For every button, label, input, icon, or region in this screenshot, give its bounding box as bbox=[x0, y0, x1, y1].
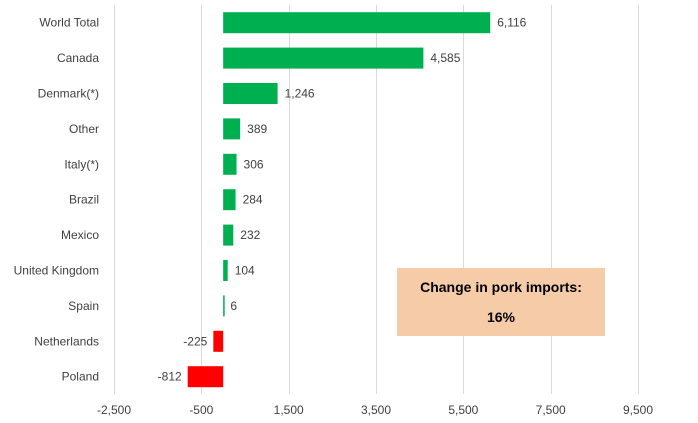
data-label: -225 bbox=[183, 334, 207, 348]
data-label: -812 bbox=[158, 370, 182, 384]
annotation-line-2: 16% bbox=[486, 309, 516, 325]
category-label: United Kingdom bbox=[14, 264, 99, 278]
bar bbox=[223, 295, 225, 317]
x-tick-label: -2,500 bbox=[97, 403, 131, 417]
x-axis-tick-labels: -2,500 -500 1,500 3,500 5,500 7,500 9,500 bbox=[97, 403, 653, 417]
data-label: 6 bbox=[230, 299, 237, 313]
bar bbox=[223, 12, 491, 34]
data-label: 284 bbox=[243, 193, 263, 207]
category-label: Spain bbox=[68, 299, 99, 313]
bar bbox=[223, 118, 241, 140]
data-label: 306 bbox=[244, 157, 264, 171]
x-tick-label: -500 bbox=[189, 403, 213, 417]
gridlines bbox=[114, 5, 639, 394]
bar bbox=[223, 47, 424, 69]
data-label: 389 bbox=[247, 122, 267, 136]
annotation-box: Change in pork imports: 16% bbox=[397, 268, 605, 336]
x-tick-label: 3,500 bbox=[361, 403, 391, 417]
category-label: Mexico bbox=[61, 228, 99, 242]
data-labels: 6,116 4,585 1,246 389 306 284 232 104 6 -225 -812 bbox=[158, 16, 527, 384]
category-label: Netherlands bbox=[34, 334, 99, 348]
data-label: 6,116 bbox=[497, 16, 526, 30]
category-label: Denmark(*) bbox=[38, 87, 99, 101]
category-label: Italy(*) bbox=[64, 157, 99, 171]
bar bbox=[187, 366, 224, 388]
category-labels: World Total Canada Denmark(*) Other Italy(*)… bbox=[14, 16, 100, 384]
category-label: Brazil bbox=[69, 193, 99, 207]
bar bbox=[223, 260, 228, 281]
annotation-line-1: Change in pork imports: bbox=[420, 279, 582, 295]
data-label: 1,246 bbox=[285, 87, 315, 101]
category-label: World Total bbox=[39, 16, 99, 30]
x-tick-label: 9,500 bbox=[623, 403, 653, 417]
bar bbox=[223, 83, 278, 104]
x-tick-label: 5,500 bbox=[448, 403, 478, 417]
bar bbox=[223, 153, 237, 175]
category-label: Other bbox=[69, 122, 99, 136]
data-label: 104 bbox=[235, 264, 255, 278]
x-tick-label: 1,500 bbox=[274, 403, 304, 417]
category-label: Canada bbox=[57, 51, 99, 65]
bars bbox=[187, 12, 491, 388]
bar bbox=[213, 330, 224, 352]
data-label: 232 bbox=[240, 228, 260, 242]
category-label: Poland bbox=[62, 370, 99, 384]
bar bbox=[223, 189, 236, 211]
bar bbox=[223, 224, 234, 246]
data-label: 4,585 bbox=[430, 51, 460, 65]
x-tick-label: 7,500 bbox=[536, 403, 566, 417]
